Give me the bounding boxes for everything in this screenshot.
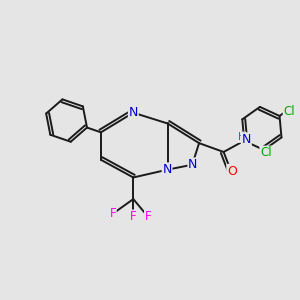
Text: N: N xyxy=(188,158,197,171)
Text: F: F xyxy=(130,210,136,223)
Text: Cl: Cl xyxy=(284,105,295,118)
Text: H: H xyxy=(238,132,245,142)
Text: N: N xyxy=(162,163,172,176)
Text: N: N xyxy=(242,133,251,146)
Text: Cl: Cl xyxy=(260,146,272,159)
Text: N: N xyxy=(129,106,138,118)
Text: O: O xyxy=(227,165,237,178)
Text: F: F xyxy=(145,210,151,223)
Text: F: F xyxy=(110,207,116,220)
